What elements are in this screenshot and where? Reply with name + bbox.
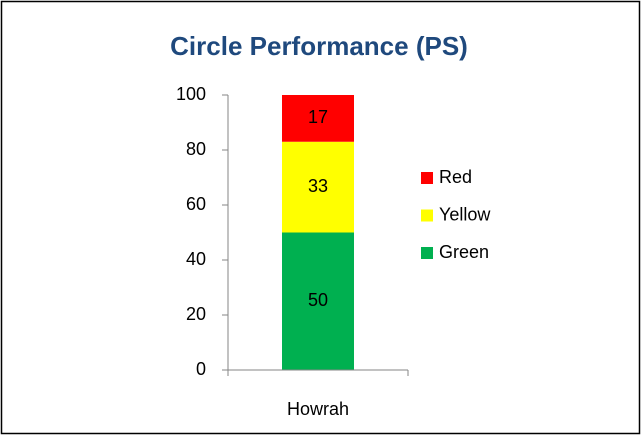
y-tick-label: 80 — [186, 139, 206, 159]
y-tick-label: 60 — [186, 194, 206, 214]
bar-segment — [282, 141, 354, 233]
data-label: 33 — [308, 176, 328, 196]
x-tick-label: Howrah — [287, 399, 349, 419]
bar-segment — [282, 232, 354, 370]
legend-label: Red — [439, 167, 472, 187]
y-tick-label: 100 — [176, 84, 206, 104]
legend-swatch — [421, 209, 433, 222]
y-tick-label: 0 — [196, 359, 206, 379]
legend-label: Green — [439, 242, 489, 262]
y-tick-label: 40 — [186, 249, 206, 269]
bar-segment — [282, 95, 354, 142]
legend-label: Yellow — [439, 204, 491, 224]
data-label: 50 — [308, 290, 328, 310]
chart-title: Circle Performance (PS) — [170, 31, 468, 61]
legend-swatch — [421, 172, 433, 184]
legend-swatch — [421, 247, 433, 259]
data-label: 17 — [308, 107, 328, 127]
y-tick-label: 20 — [186, 304, 206, 324]
